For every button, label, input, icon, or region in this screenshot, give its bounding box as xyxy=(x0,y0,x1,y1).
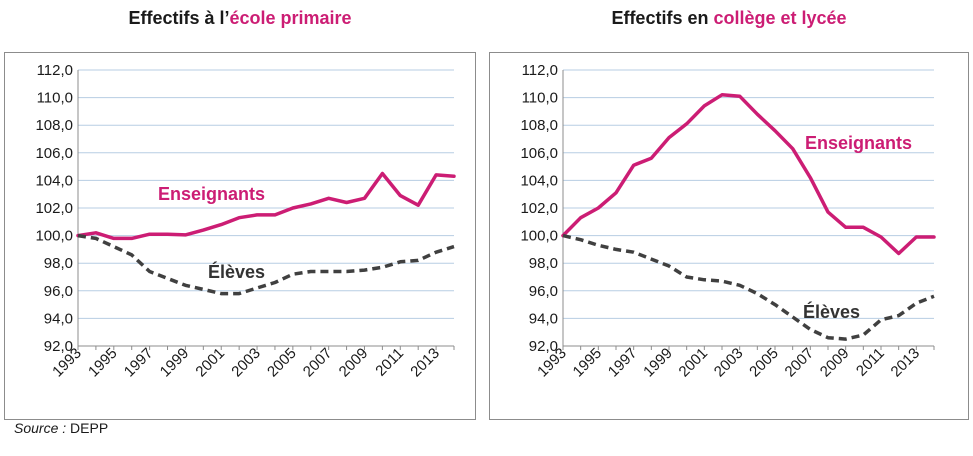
x-tick-label: 2013 xyxy=(407,345,443,381)
x-tick-label: 2011 xyxy=(372,345,407,380)
series-label-enseignants: Enseignants xyxy=(158,184,265,204)
y-tick-label: 92,0 xyxy=(44,338,73,355)
y-tick-label: 100,0 xyxy=(520,228,558,245)
x-tick-label: 2007 xyxy=(782,345,818,381)
series-line-enseignants xyxy=(561,93,936,256)
y-tick-label: 110,0 xyxy=(522,90,558,107)
chart-title-prefix: Effectifs en xyxy=(611,8,714,28)
chart-title-accent: collège et lycée xyxy=(713,8,847,28)
source-label: Source : xyxy=(14,420,67,436)
series-label-eleves: Élèves xyxy=(208,261,265,282)
y-tick-label: 108,0 xyxy=(35,117,73,134)
series-line-enseignants xyxy=(76,171,456,241)
y-tick-label: 100,0 xyxy=(35,228,73,245)
y-tick-label: 94,0 xyxy=(44,310,73,327)
y-tick-label: 112,0 xyxy=(37,62,73,79)
y-tick-label: 110,0 xyxy=(37,90,73,107)
x-tick-label: 2005 xyxy=(264,345,300,381)
x-tick-label: 1995 xyxy=(570,345,606,381)
series-line-eleves xyxy=(77,233,455,296)
x-tick-label: 2011 xyxy=(853,345,888,380)
chart-ecole-primaire: Effectifs à l’école primaire 112,0 110,0 1… xyxy=(0,0,480,420)
y-tick-label: 96,0 xyxy=(44,283,73,300)
source-value: DEPP xyxy=(70,420,109,436)
x-tick-label: 1995 xyxy=(85,345,121,381)
x-tick-label: 2003 xyxy=(711,345,747,381)
chart-svg: 112,0 110,0 108,0 106,0 104,0 102,0 100,0 98,0 9… xyxy=(520,62,936,381)
y-tick-label: 106,0 xyxy=(520,145,558,162)
x-tick-label: 2013 xyxy=(888,345,924,381)
x-tick-label: 2007 xyxy=(300,345,336,381)
x-tick-label: 2003 xyxy=(228,345,264,381)
y-tick-label: 104,0 xyxy=(520,172,558,189)
y-tick-label: 102,0 xyxy=(520,200,558,217)
y-tick-label: 96,0 xyxy=(529,283,558,300)
y-tick-label: 94,0 xyxy=(529,310,558,327)
x-tick-label: 2005 xyxy=(746,345,782,381)
x-tick-label: 1999 xyxy=(640,345,676,381)
x-tick-label: 2001 xyxy=(192,345,228,381)
series-label-eleves: Élèves xyxy=(803,301,860,322)
x-tick-label: 1999 xyxy=(157,345,193,381)
x-tick-label: 1997 xyxy=(121,345,157,381)
y-tick-label: 98,0 xyxy=(529,255,558,272)
x-tick-label: 2001 xyxy=(676,345,712,381)
y-tick-label: 98,0 xyxy=(44,255,73,272)
y-tick-label: 104,0 xyxy=(35,172,73,189)
y-tick-label: 112,0 xyxy=(522,62,558,79)
y-tick-label: 108,0 xyxy=(520,117,558,134)
series-line-eleves xyxy=(562,233,935,341)
y-tick-label: 92,0 xyxy=(529,338,558,355)
chart-title-prefix: Effectifs à l’ xyxy=(128,8,230,28)
x-tick-label: 1997 xyxy=(605,345,641,381)
chart-svg: 112,0 110,0 108,0 106,0 104,0 102,0 100,0 98,0 9… xyxy=(35,62,456,381)
y-tick-label: 102,0 xyxy=(35,200,73,217)
series-label-enseignants: Enseignants xyxy=(805,133,912,153)
chart-title: Effectifs à l’école primaire xyxy=(0,8,480,29)
x-tick-label: 2009 xyxy=(817,345,853,381)
x-tick-label: 2009 xyxy=(336,345,372,381)
source-note: Source : DEPP xyxy=(14,420,108,436)
chart-title: Effectifs en collège et lycée xyxy=(485,8,973,29)
chart-title-accent: école primaire xyxy=(229,8,352,28)
chart-college-lycee: Effectifs en collège et lycée 112,0 110,0… xyxy=(485,0,973,420)
y-tick-label: 106,0 xyxy=(35,145,73,162)
